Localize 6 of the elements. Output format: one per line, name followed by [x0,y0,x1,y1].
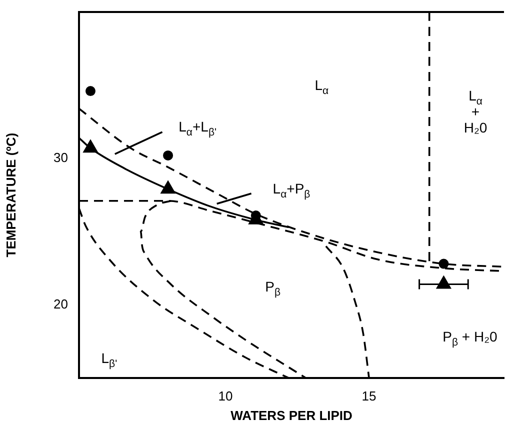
x-axis-title: WATERS PER LIPID [230,408,352,423]
x-tick-label: 10 [218,388,233,404]
x-tick-label: 15 [362,388,376,404]
y-tick-label: 30 [54,150,68,165]
y-tick-label: 20 [54,296,68,312]
y-axis-title: TEMPERATURE (ºC) [3,132,18,258]
